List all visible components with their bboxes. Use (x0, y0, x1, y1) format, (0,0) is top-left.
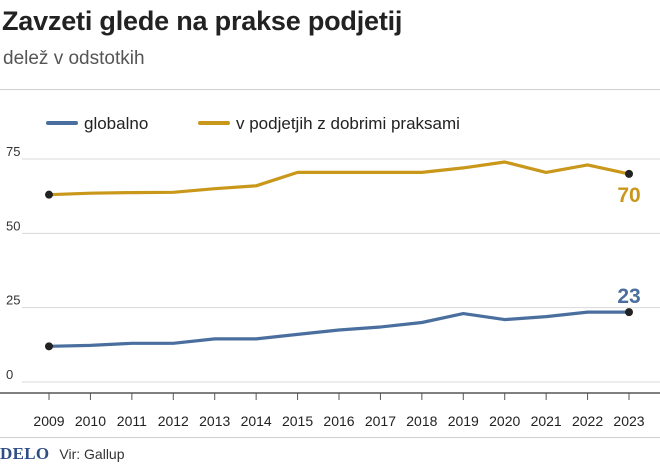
bottom-divider (0, 437, 660, 438)
delo-logo: DELO (0, 444, 50, 463)
source-text: Vir: Gallup (59, 446, 125, 462)
y-tick-label-50: 50 (6, 218, 20, 233)
y-tick-label-0: 0 (6, 367, 13, 382)
chart-legend: globalno v podjetjih z dobrimi praksami (46, 114, 460, 133)
series-endpoints (45, 169, 633, 351)
x-tick-label-2014: 2014 (241, 413, 272, 429)
series-2-point-2009 (45, 190, 53, 199)
legend-label-2: v podjetjih z dobrimi praksami (236, 114, 460, 133)
x-tick-label-2023: 2023 (613, 413, 644, 429)
series-lines (47, 160, 631, 348)
legend-label-1: globalno (84, 114, 148, 133)
x-tick-label-2016: 2016 (323, 413, 354, 429)
series-1-point-2009 (45, 342, 53, 351)
x-tick-label-2010: 2010 (75, 413, 106, 429)
y-tick-label-75: 75 (6, 144, 20, 159)
x-tick-label-2012: 2012 (158, 413, 189, 429)
x-tick-label-2015: 2015 (282, 413, 313, 429)
series-2-end-label: 70 (617, 184, 640, 207)
x-tick-label-2019: 2019 (448, 413, 479, 429)
x-tick-label-2021: 2021 (531, 413, 562, 429)
x-tick-label-2017: 2017 (365, 413, 396, 429)
series-1-point-2023 (625, 308, 633, 317)
footer: DELO Vir: Gallup (0, 442, 125, 466)
x-tick-label-2013: 2013 (199, 413, 230, 429)
y-tick-label-25: 25 (6, 293, 20, 308)
chart-grid (0, 158, 660, 394)
y-axis-ticks: 0 25 50 75 (6, 144, 20, 382)
series-1-end-label: 23 (617, 285, 640, 308)
x-axis-ticks: 2009 2010 2011 2012 2013 2014 2015 2016 2017 2018… (33, 393, 645, 429)
series-line-2 (47, 160, 631, 197)
x-tick-label-2020: 2020 (489, 413, 520, 429)
x-tick-label-2011: 2011 (117, 413, 147, 429)
top-divider (0, 89, 660, 90)
series-2-point-2023 (625, 169, 633, 178)
x-tick-label-2018: 2018 (406, 413, 437, 429)
chart-title: Zavzeti glede na prakse podjetij (2, 6, 403, 36)
x-tick-label-2022: 2022 (572, 413, 603, 429)
series-end-labels: 23 70 (617, 184, 640, 308)
x-tick-label-2009: 2009 (33, 413, 64, 429)
chart-subtitle: delež v odstotkih (3, 48, 145, 69)
series-line-1 (47, 310, 631, 348)
